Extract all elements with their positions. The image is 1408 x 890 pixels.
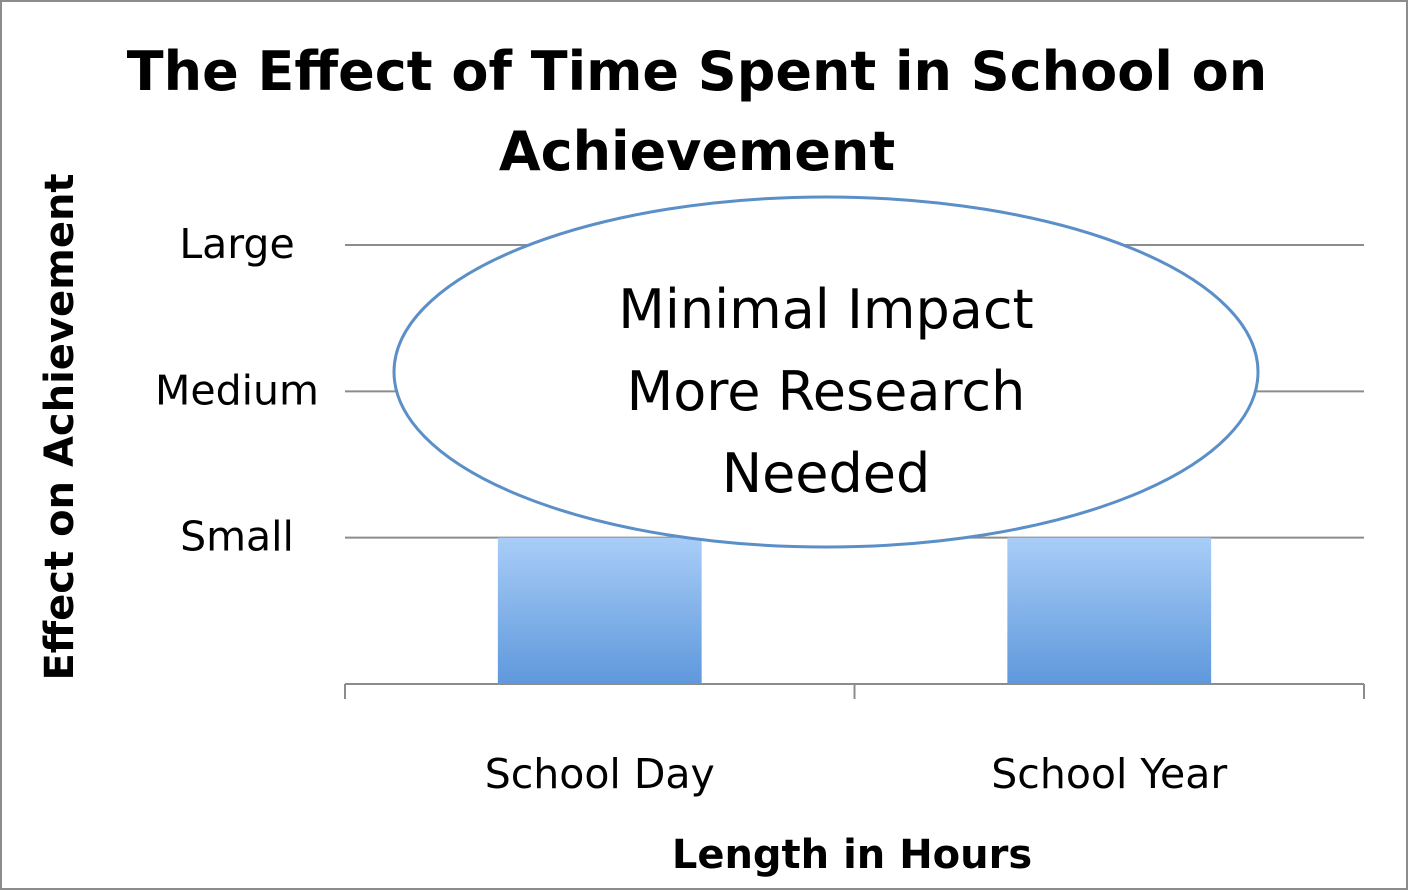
annotation-text: More Research <box>627 360 1026 423</box>
bar <box>497 537 702 684</box>
annotation-text: Minimal Impact <box>618 278 1033 341</box>
x-axis-label: Length in Hours <box>671 832 1033 878</box>
y-tick-label: Medium <box>155 366 319 414</box>
annotation-callout <box>392 195 1260 549</box>
y-tick-label: Small <box>180 513 294 561</box>
annotation-text: Needed <box>722 442 931 505</box>
x-tick-label: School Year <box>991 750 1227 798</box>
x-tick-label: School Day <box>485 750 715 798</box>
bar <box>1007 537 1212 684</box>
y-tick-label: Large <box>179 220 294 268</box>
chart-title: The Effect of Time Spent in School on Ac… <box>126 40 1268 183</box>
